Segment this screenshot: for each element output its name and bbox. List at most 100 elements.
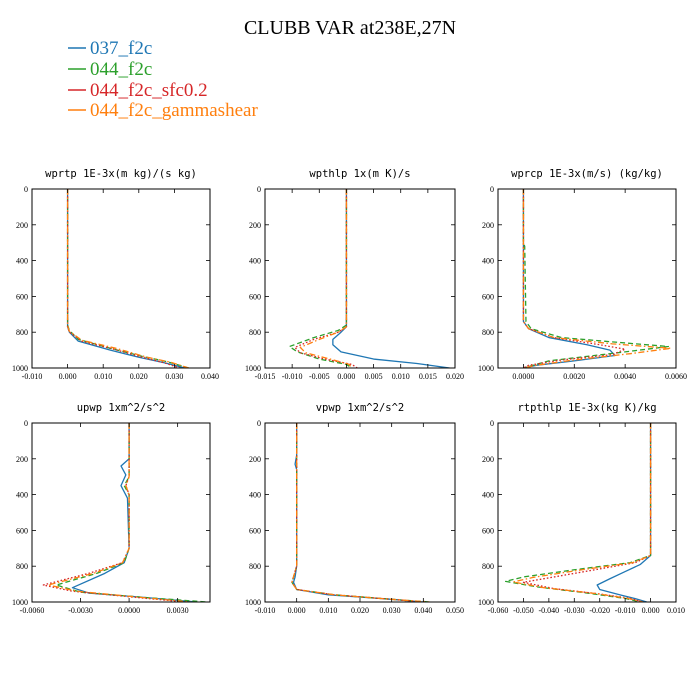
- panel-2-xtick-label-2: -0.010: [282, 372, 303, 381]
- panel-4-ytick-label-1: 0: [24, 419, 28, 428]
- panel-3-ytick-label-4: 600: [482, 292, 494, 301]
- panel-4-title: upwp 1xm^2/s^2: [77, 402, 166, 414]
- panel-1-xtick-label-1: -0.010: [22, 372, 43, 381]
- panel-2-xtick-label-6: 0.010: [392, 372, 410, 381]
- panel-3-ytick-label-5: 800: [482, 328, 494, 337]
- figure-title: CLUBB VAR at238E,27N: [244, 17, 456, 39]
- panel-4-ytick-label-2: 200: [16, 455, 28, 464]
- panel-5-xtick-label-2: 0.000: [288, 606, 306, 615]
- panel-4-xtick-label-3: 0.0000: [118, 606, 140, 615]
- panel-6-series: [504, 423, 652, 602]
- panel-1-frame: [31, 188, 211, 369]
- panel-5-ytick-label-5: 800: [249, 562, 261, 571]
- panel-6-series-3: [522, 423, 652, 602]
- panel-4-series-4: [47, 423, 191, 602]
- panel-5-xtick-label-4: 0.020: [351, 606, 369, 615]
- panel-2-xtick-label-5: 0.005: [365, 372, 383, 381]
- panel-3-series-3: [522, 189, 626, 368]
- panel-5-xtick-label-6: 0.040: [414, 606, 432, 615]
- panel-1-xtick-label-5: 0.030: [165, 372, 183, 381]
- panel-6-frame: [497, 422, 677, 603]
- panel-1-ytick-label-1: 0: [24, 185, 28, 194]
- panel-3-xtick-label-3: 0.0040: [614, 372, 636, 381]
- legend-item-4: 044_f2c_gammashear: [68, 100, 258, 121]
- legend-label-3: 044_f2c_sfc0.2: [90, 80, 208, 101]
- panel-3-series: [522, 189, 672, 368]
- panel-2-series: [288, 189, 450, 368]
- panel-1-series-2: [66, 189, 189, 368]
- panel-1-series-3: [66, 189, 180, 368]
- panel-1-series: [66, 189, 189, 368]
- panel-6: rtpthlp 1E-3x(kg K)/kg02004006008001000-…: [478, 402, 685, 615]
- panel-3-xtick-label-2: 0.0020: [563, 372, 585, 381]
- legend-item-3: 044_f2c_sfc0.2: [68, 80, 208, 101]
- panel-5-series-4: [291, 423, 430, 602]
- panel-5-series-2: [291, 423, 430, 602]
- panel-4-ytick-label-5: 800: [16, 562, 28, 571]
- panel-5-ytick-label-1: 0: [257, 419, 261, 428]
- panel-5: vpwp 1xm^2/s^2 0 200 400 600 800 1000-0.010 0.0…: [245, 402, 464, 615]
- panel-1-xtick-label-6: 0.040: [201, 372, 219, 381]
- panel-6-series-1: [596, 423, 652, 602]
- panel-6-xtick-label-8: 0.010: [667, 606, 685, 615]
- panel-4-ytick-label-3: 400: [16, 491, 28, 500]
- panel-5-ytick-label-6: 1000: [245, 598, 261, 607]
- panel-5-ytick-label-2: 200: [249, 455, 261, 464]
- panel-6-xtick-label-1: -0.060: [488, 606, 509, 615]
- panel-6-series-4: [512, 423, 652, 602]
- panel-5-xtick-label-5: 0.030: [383, 606, 401, 615]
- panel-3-xtick-label-4: 0.0060: [665, 372, 687, 381]
- panel-6-ytick-label-6: 1000: [478, 598, 494, 607]
- panel-2-ytick-label-2: 200: [249, 221, 261, 230]
- panel-6-title: rtpthlp 1E-3x(kg K)/kg: [517, 402, 656, 414]
- panel-4: upwp 1xm^2/s^2 0 200 400 600 800 1000-0.0060 -0…: [12, 402, 211, 615]
- panel-5-series: [291, 423, 430, 602]
- panel-2-frame: [264, 188, 456, 369]
- panel-1-ytick-label-4: 600: [16, 292, 28, 301]
- panel-1-ytick-label-5: 800: [16, 328, 28, 337]
- panel-6-xtick-label-7: 0.000: [642, 606, 660, 615]
- panel-2-xtick-label-8: 0.020: [446, 372, 464, 381]
- panel-1-series-4: [66, 189, 189, 368]
- panel-5-xtick-label-3: 0.010: [319, 606, 337, 615]
- panel-1-ytick-label-3: 400: [16, 257, 28, 266]
- panel-2-title: wpthlp 1x(m K)/s: [309, 168, 410, 180]
- legend-item-1: 037_f2c: [68, 38, 152, 59]
- panel-1-xtick-label-4: 0.020: [130, 372, 148, 381]
- panel-5-ytick-label-3: 400: [249, 491, 261, 500]
- panel-1-ytick-label-2: 200: [16, 221, 28, 230]
- panel-3-ytick-label-6: 1000: [478, 364, 494, 373]
- panel-3-ytick-label-2: 200: [482, 221, 494, 230]
- panel-2-ytick-label-5: 800: [249, 328, 261, 337]
- legend-label-2: 044_f2c: [90, 59, 152, 80]
- panel-3-ytick-label-1: 0: [490, 185, 494, 194]
- panel-5-series-1: [292, 423, 424, 602]
- panel-6-xtick-label-2: -0.050: [513, 606, 534, 615]
- panel-1: wprtp 1E-3x(m kg)/(s kg) 0 200 400 600 800 100…: [12, 168, 219, 381]
- panel-4-frame: [31, 422, 211, 603]
- panel-6-xtick-label-4: -0.030: [564, 606, 585, 615]
- panel-2-series-4: [299, 189, 353, 368]
- panel-4-xtick-label-4: 0.0030: [167, 606, 189, 615]
- panel-4-xtick-label-1: -0.0060: [20, 606, 45, 615]
- panel-3: wprcp 1E-3x(m/s) (kg/kg) 0 200 400 600 800 100…: [478, 168, 687, 381]
- panel-3-title: wprcp 1E-3x(m/s) (kg/kg): [511, 168, 663, 180]
- panel-3-series-4: [522, 189, 672, 368]
- panel-3-series-2: [522, 189, 670, 368]
- panel-4-series: [42, 423, 207, 602]
- legend-label-1: 037_f2c: [90, 38, 152, 59]
- panel-3-ytick-label-3: 400: [482, 257, 494, 266]
- panel-5-xtick-label-1: -0.010: [255, 606, 276, 615]
- panel-1-title: wprtp 1E-3x(m kg)/(s kg): [45, 168, 197, 180]
- panel-4-series-2: [55, 423, 207, 602]
- panel-1-xtick-label-3: 0.010: [94, 372, 112, 381]
- panel-3-frame: [497, 188, 677, 369]
- panel-2-xtick-label-3: -0.005: [309, 372, 330, 381]
- panel-2-ytick-label-1: 0: [257, 185, 261, 194]
- legend: 037_f2c 044_f2c 044_f2c_sfc0.2 044_f2c_g…: [68, 38, 258, 121]
- panel-6-xtick-label-3: -0.040: [539, 606, 560, 615]
- panel-6-xtick-label-6: -0.010: [615, 606, 636, 615]
- legend-label-4: 044_f2c_gammashear: [90, 100, 258, 121]
- panel-4-ytick-label-4: 600: [16, 526, 28, 535]
